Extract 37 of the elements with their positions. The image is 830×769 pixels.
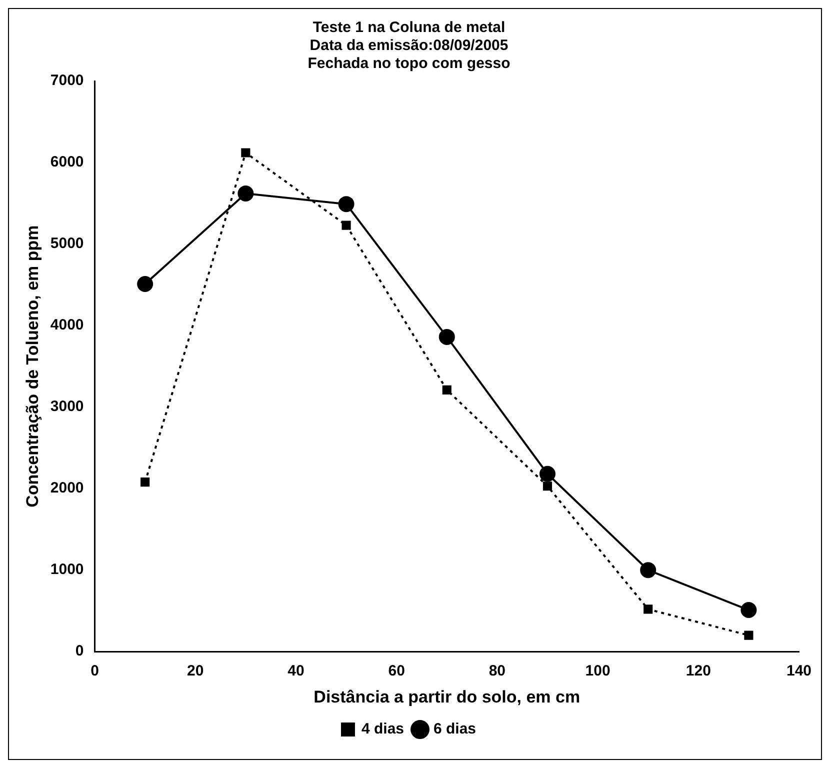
text: Data da emissão:08/09/2005 xyxy=(310,37,508,54)
text: Teste 1 na Coluna de metal xyxy=(312,19,506,36)
x-tick-label: 100 xyxy=(585,662,610,680)
y-tick-label: 4000 xyxy=(50,316,84,334)
point xyxy=(542,482,552,491)
x-tick-label: 0 xyxy=(90,662,99,680)
y-tick-label: 7000 xyxy=(50,72,84,90)
point xyxy=(539,466,556,482)
x-tick-label: 60 xyxy=(388,662,405,680)
point xyxy=(644,604,653,614)
x-tick-label: 80 xyxy=(488,662,506,680)
point xyxy=(137,276,154,292)
y-tick-label: 6000 xyxy=(50,154,84,171)
text: Fechada no topo com gesso xyxy=(308,55,510,72)
point xyxy=(140,478,150,487)
point xyxy=(740,602,757,618)
legend-label: 4 dias xyxy=(361,720,404,738)
x-tick-label: 120 xyxy=(686,662,711,680)
y-axis-title: Concentração de Tolueno, em ppm xyxy=(22,225,42,508)
point xyxy=(238,185,254,202)
point xyxy=(744,630,754,640)
y-tick-label: 3000 xyxy=(50,398,84,416)
point xyxy=(338,196,354,212)
point xyxy=(241,148,250,158)
y-tick-label: 1000 xyxy=(50,561,84,578)
x-tick-label: 40 xyxy=(288,662,304,680)
point xyxy=(640,562,656,578)
x-axis-title: Distância a partir do solo, em cm xyxy=(314,687,580,706)
point xyxy=(442,385,452,394)
x-tick-label: 140 xyxy=(786,662,812,680)
y-tick-label: 5000 xyxy=(50,235,84,252)
y-tick-label: 2000 xyxy=(50,480,84,497)
point xyxy=(342,220,351,230)
x-tick-label: 20 xyxy=(187,662,204,680)
point xyxy=(438,328,455,345)
legend-label: 6 dias xyxy=(434,720,476,738)
y-tick-label: 0 xyxy=(75,642,84,660)
